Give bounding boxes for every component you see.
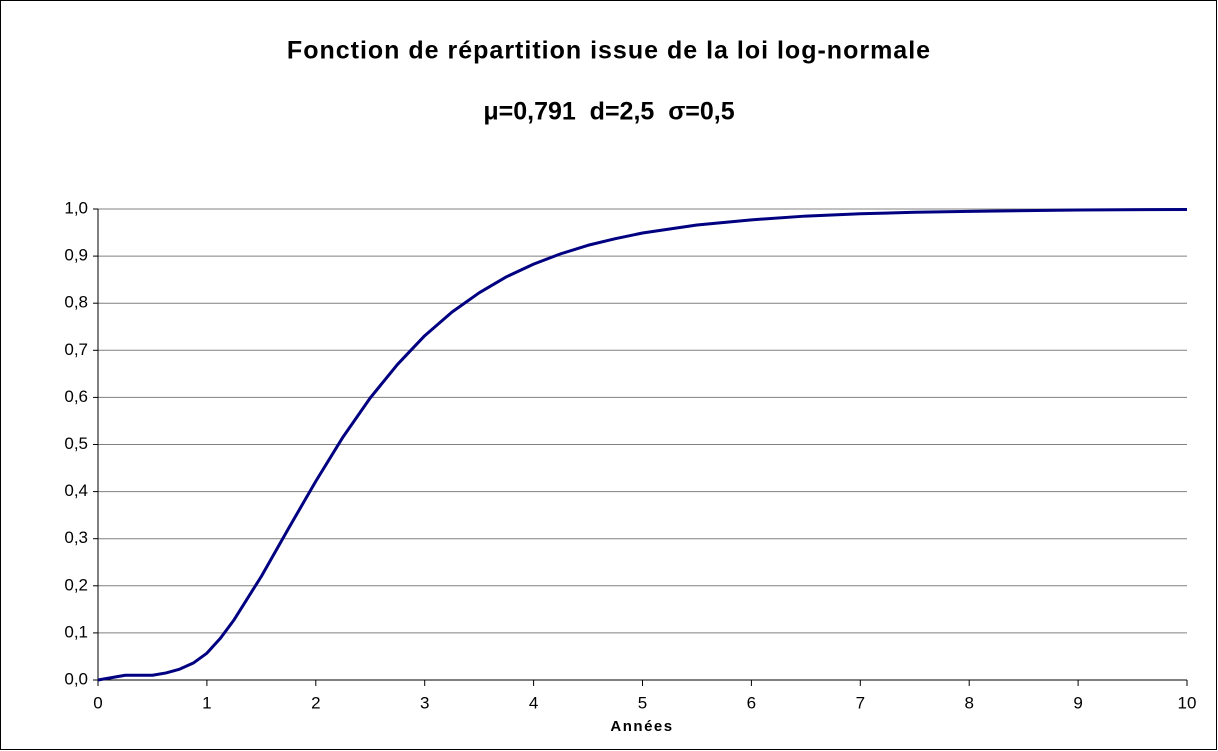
chart-title: Fonction de répartition issue de la loi … <box>287 37 931 65</box>
y-tick-label: 0,7 <box>64 340 88 359</box>
x-tick-label: 3 <box>420 693 429 712</box>
chart-subtitle: μ=0,791 d=2,5 σ=0,5 <box>483 98 734 126</box>
data-line <box>97 207 1188 682</box>
x-axis-label: Années <box>610 718 673 735</box>
x-tick-label: 6 <box>747 693 756 712</box>
y-tick-label: 0,6 <box>64 387 88 406</box>
y-tick-label: 0,0 <box>64 669 88 688</box>
y-tick-label: 0,5 <box>64 434 88 453</box>
x-tick-label: 0 <box>93 693 102 712</box>
y-tick-label: 0,4 <box>64 481 88 500</box>
y-tick-label: 0,3 <box>64 528 88 547</box>
x-tick-label: 7 <box>856 693 865 712</box>
x-tick-label: 2 <box>311 693 320 712</box>
y-tick-label: 0,8 <box>64 293 88 312</box>
x-tick-label: 9 <box>1073 693 1082 712</box>
y-tick-label: 0,9 <box>64 246 88 265</box>
y-tick-label: 0,1 <box>64 622 88 641</box>
x-tick-label: 1 <box>202 693 211 712</box>
x-tick-label: 5 <box>638 693 647 712</box>
x-tick-label: 4 <box>529 693 538 712</box>
y-tick-label: 1,0 <box>64 198 88 217</box>
x-tick-label: 10 <box>1178 693 1197 712</box>
x-tick-label: 8 <box>964 693 973 712</box>
y-tick-label: 0,2 <box>64 575 88 594</box>
